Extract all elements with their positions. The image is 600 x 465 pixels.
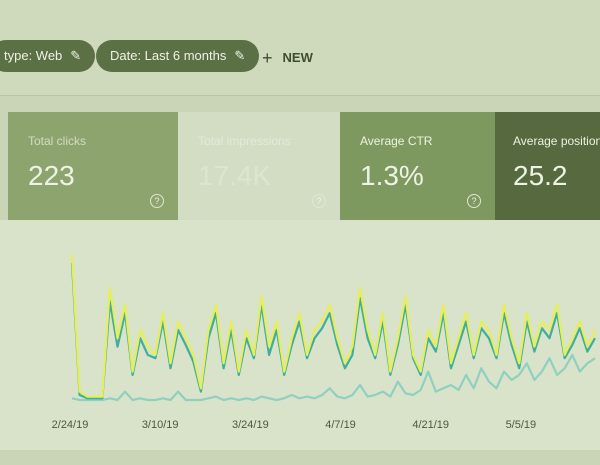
- help-icon[interactable]: ?: [467, 194, 481, 208]
- help-icon[interactable]: ?: [150, 194, 164, 208]
- chip-label: Date: Last 6 months: [110, 48, 227, 63]
- filter-bar: type: Web ✎ Date: Last 6 months ✎ + NEW: [0, 0, 600, 96]
- metric-value: 17.4K: [198, 160, 272, 191]
- metric-label: Average CTR: [360, 134, 433, 148]
- series-line: [70, 254, 597, 398]
- metric-card[interactable]: Total impressions 17.4K ?: [178, 112, 340, 220]
- metric-value: 1.3%: [360, 160, 424, 191]
- series-line: [70, 263, 596, 400]
- help-icon[interactable]: ?: [312, 194, 326, 208]
- metric-card[interactable]: Average position 25.2: [495, 112, 600, 220]
- edit-icon: ✎: [70, 48, 82, 63]
- x-tick-label: 3/24/19: [232, 419, 269, 431]
- edit-icon: ✎: [234, 48, 246, 63]
- x-tick-label: 2/24/19: [52, 419, 89, 431]
- metric-card[interactable]: Average CTR 1.3% ?: [340, 112, 495, 220]
- metric-value: 25.2: [513, 160, 568, 191]
- series-line: [71, 353, 596, 402]
- metric-card[interactable]: Total clicks 223 ?: [8, 112, 178, 220]
- metric-value: 223: [28, 160, 75, 191]
- filter-chip[interactable]: Date: Last 6 months ✎: [96, 40, 260, 72]
- x-tick-label: 4/21/19: [412, 419, 449, 431]
- x-tick-label: 5/5/19: [506, 419, 537, 431]
- x-tick-label: 4/7/19: [325, 419, 356, 431]
- metric-label: Total impressions: [198, 134, 291, 148]
- new-button[interactable]: + NEW: [262, 48, 313, 68]
- new-label: NEW: [282, 50, 313, 65]
- filter-chip[interactable]: type: Web ✎: [0, 40, 96, 72]
- metric-label: Average position: [513, 134, 600, 148]
- chip-label: type: Web: [4, 48, 63, 63]
- metric-label: Total clicks: [28, 134, 87, 148]
- x-tick-label: 3/10/19: [142, 419, 179, 431]
